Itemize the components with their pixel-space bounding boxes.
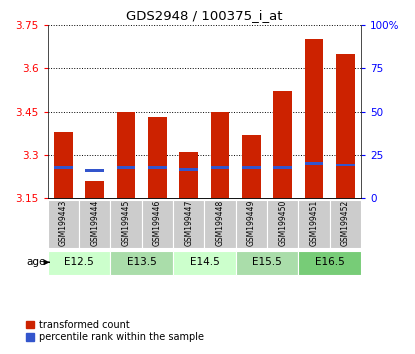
Bar	[205, 200, 236, 248]
Text: GSM199443: GSM199443	[59, 200, 68, 246]
Bar	[305, 39, 323, 198]
Bar	[179, 152, 198, 198]
Text: age: age	[27, 257, 46, 267]
Bar	[336, 164, 355, 166]
Bar	[110, 251, 173, 275]
Bar	[117, 112, 135, 198]
Bar	[173, 200, 205, 248]
Bar	[142, 200, 173, 248]
Bar	[336, 54, 355, 198]
Bar	[211, 166, 229, 169]
Text: GSM199446: GSM199446	[153, 200, 162, 246]
Text: E16.5: E16.5	[315, 257, 344, 267]
Bar	[54, 132, 73, 198]
Text: GSM199451: GSM199451	[310, 200, 319, 246]
Bar	[110, 200, 142, 248]
Bar	[242, 166, 261, 169]
Bar	[242, 135, 261, 198]
Bar	[273, 91, 292, 198]
Legend: transformed count, percentile rank within the sample: transformed count, percentile rank withi…	[26, 320, 204, 342]
Bar	[298, 200, 330, 248]
Bar	[85, 181, 104, 198]
Text: GSM199444: GSM199444	[90, 200, 99, 246]
Text: E14.5: E14.5	[190, 257, 219, 267]
Bar	[179, 168, 198, 171]
Text: GSM199445: GSM199445	[122, 200, 131, 246]
Bar	[305, 162, 323, 165]
Text: E15.5: E15.5	[252, 257, 282, 267]
Text: GSM199449: GSM199449	[247, 200, 256, 246]
Bar	[79, 200, 110, 248]
Title: GDS2948 / 100375_i_at: GDS2948 / 100375_i_at	[126, 9, 283, 22]
Bar	[48, 200, 79, 248]
Bar	[148, 117, 167, 198]
Bar	[117, 166, 135, 169]
Bar	[85, 169, 104, 172]
Bar	[211, 112, 229, 198]
Text: E12.5: E12.5	[64, 257, 94, 267]
Bar	[298, 251, 361, 275]
Bar	[48, 251, 110, 275]
Bar	[173, 251, 236, 275]
Bar	[330, 200, 361, 248]
Bar	[54, 166, 73, 169]
Bar	[267, 200, 298, 248]
Bar	[273, 166, 292, 169]
Text: GSM199452: GSM199452	[341, 200, 350, 246]
Text: GSM199450: GSM199450	[278, 200, 287, 246]
Bar	[236, 200, 267, 248]
Text: E13.5: E13.5	[127, 257, 156, 267]
Text: GSM199447: GSM199447	[184, 200, 193, 246]
Text: GSM199448: GSM199448	[215, 200, 225, 246]
Bar	[148, 166, 167, 169]
Bar	[236, 251, 298, 275]
